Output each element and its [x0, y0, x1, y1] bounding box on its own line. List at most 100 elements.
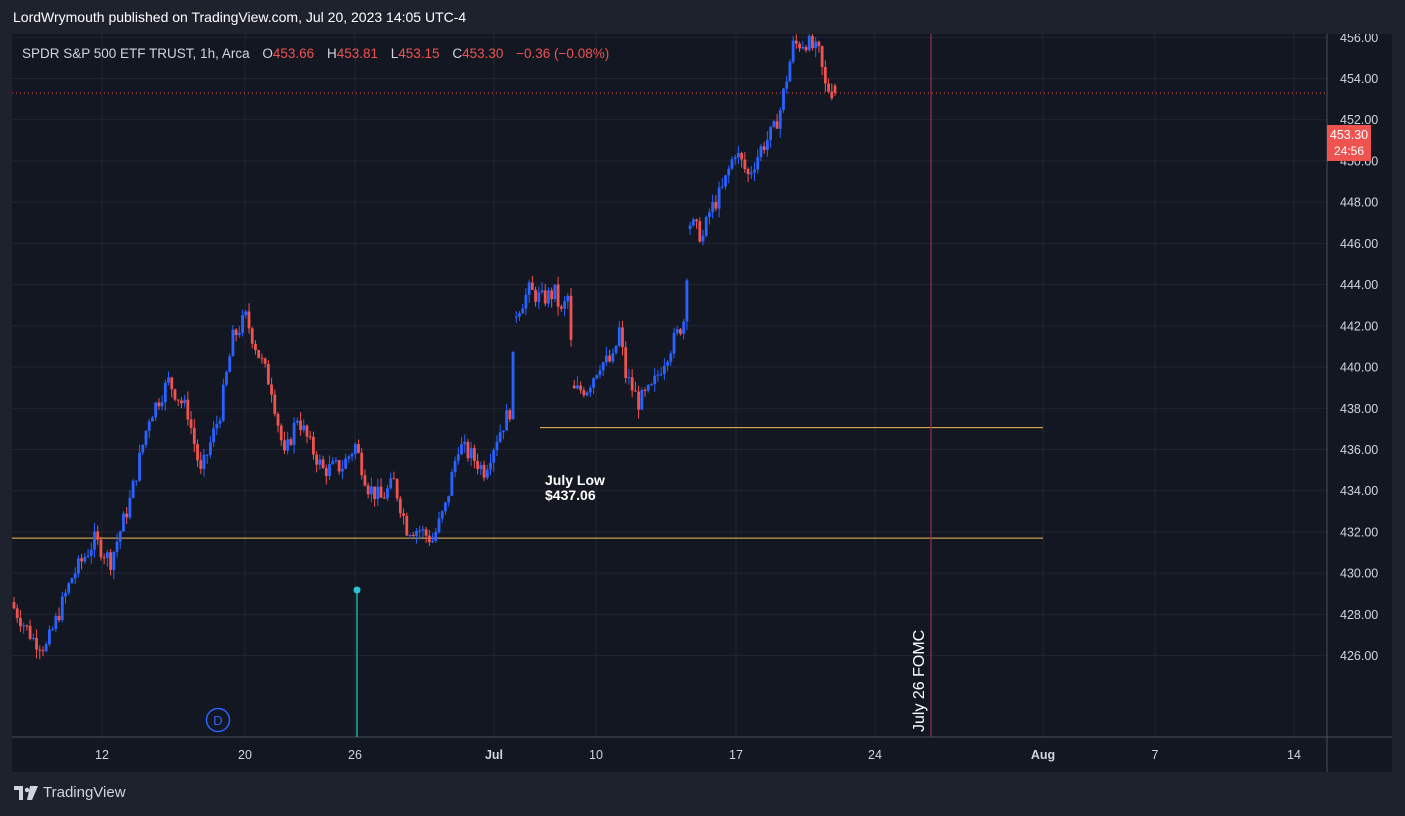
candle-body: [662, 365, 666, 375]
y-tick-label: 446.00: [1340, 237, 1378, 251]
candle-body: [682, 321, 686, 334]
candle-body: [675, 329, 679, 333]
candle-body: [22, 625, 26, 627]
candle-body: [312, 436, 315, 455]
candle-body: [743, 159, 747, 170]
candle-body: [498, 432, 502, 442]
low-label: L: [391, 46, 399, 61]
candle-body: [295, 420, 299, 423]
y-tick-label: 452.00: [1340, 113, 1378, 127]
candle-body: [492, 450, 496, 463]
candle-body: [650, 384, 653, 386]
y-tick-label: 430.00: [1340, 567, 1378, 581]
candle-body: [205, 454, 209, 456]
candle-body: [131, 480, 135, 499]
candle-body: [469, 448, 473, 459]
chart-levels: [12, 34, 1327, 737]
candle-body: [701, 235, 705, 242]
candle-body: [186, 399, 190, 420]
candle-body: [154, 402, 158, 418]
candle-body: [592, 378, 595, 388]
y-tick-label: 440.00: [1340, 361, 1378, 375]
candle-body: [559, 306, 563, 309]
candle-body: [73, 573, 77, 579]
footer: TradingView: [0, 772, 1405, 816]
candle-body: [225, 372, 228, 385]
candle-body: [582, 390, 586, 396]
x-tick-label: 7: [1152, 748, 1159, 762]
candle-body: [147, 421, 151, 431]
candle-body: [794, 40, 798, 44]
candle-body: [791, 40, 795, 62]
candle-body: [749, 172, 753, 175]
candle-body: [292, 422, 296, 445]
candle-body: [395, 479, 399, 499]
publisher-header: LordWrymouth published on TradingView.co…: [0, 0, 1405, 34]
candle-body: [247, 311, 251, 329]
candle-body: [775, 121, 779, 129]
x-tick-label: 12: [95, 748, 109, 762]
candle-body: [691, 219, 695, 226]
candle-body: [823, 67, 827, 84]
candle-body: [41, 650, 45, 652]
candle-body: [627, 377, 631, 379]
marker-dot[interactable]: [353, 586, 361, 594]
candle-body: [157, 402, 161, 407]
candle-body: [228, 356, 232, 373]
candle-body: [141, 444, 145, 453]
candle-body: [489, 462, 492, 470]
candle-body: [163, 382, 167, 403]
y-tick-label: 454.00: [1340, 72, 1378, 86]
chart-frame[interactable]: 458.00456.00454.00452.00450.00448.00446.…: [12, 0, 1392, 772]
dividend-letter: D: [213, 713, 222, 728]
candle-body: [633, 390, 637, 392]
chart-axes[interactable]: 458.00456.00454.00452.00450.00448.00446.…: [12, 0, 1392, 772]
candle-body: [318, 459, 322, 465]
candle-body: [505, 410, 508, 431]
x-tick-label: Jul: [485, 748, 503, 762]
tradingview-logo[interactable]: TradingView: [14, 784, 126, 801]
candle-body: [167, 377, 170, 383]
candle-body: [289, 439, 293, 445]
candle-body: [196, 444, 199, 461]
candle-body: [601, 362, 605, 371]
low-value: 453.15: [398, 46, 439, 61]
chart-grid: [12, 34, 1327, 737]
candle-body: [514, 316, 518, 318]
fomc-label: July 26 FOMC: [911, 630, 928, 732]
candle-body: [192, 427, 196, 445]
candle-body: [611, 353, 615, 362]
candle-body: [440, 511, 444, 519]
candle-body: [254, 343, 257, 351]
candle-body: [70, 578, 74, 584]
candle-body: [183, 399, 187, 404]
candle-body: [160, 402, 164, 407]
y-tick-label: 438.00: [1340, 402, 1378, 416]
candle-body: [614, 345, 618, 354]
candle-body: [460, 444, 463, 455]
candle-body: [386, 488, 389, 499]
candle-body: [566, 295, 570, 302]
candle-body: [537, 292, 541, 302]
x-tick-label: 24: [868, 748, 882, 762]
price-chart[interactable]: 458.00456.00454.00452.00450.00448.00446.…: [12, 0, 1392, 772]
x-tick-label: 10: [589, 748, 603, 762]
candle-body: [392, 478, 396, 480]
candle-body: [125, 513, 129, 518]
dividend-marker[interactable]: D: [205, 707, 231, 733]
high-value: 453.81: [337, 46, 378, 61]
candle-body: [308, 436, 312, 438]
close-value: 453.30: [462, 46, 503, 61]
candle-body: [302, 425, 306, 431]
candle-body: [360, 452, 364, 476]
candle-body: [833, 85, 837, 93]
candle-body: [572, 385, 576, 389]
x-tick-label: 20: [238, 748, 252, 762]
candle-body: [180, 400, 183, 404]
candle-body: [89, 549, 93, 556]
candle-body: [96, 531, 100, 540]
candle-body: [598, 370, 602, 376]
candle-body: [669, 353, 673, 362]
candle-body: [411, 534, 415, 537]
open-value: 453.66: [273, 46, 314, 61]
